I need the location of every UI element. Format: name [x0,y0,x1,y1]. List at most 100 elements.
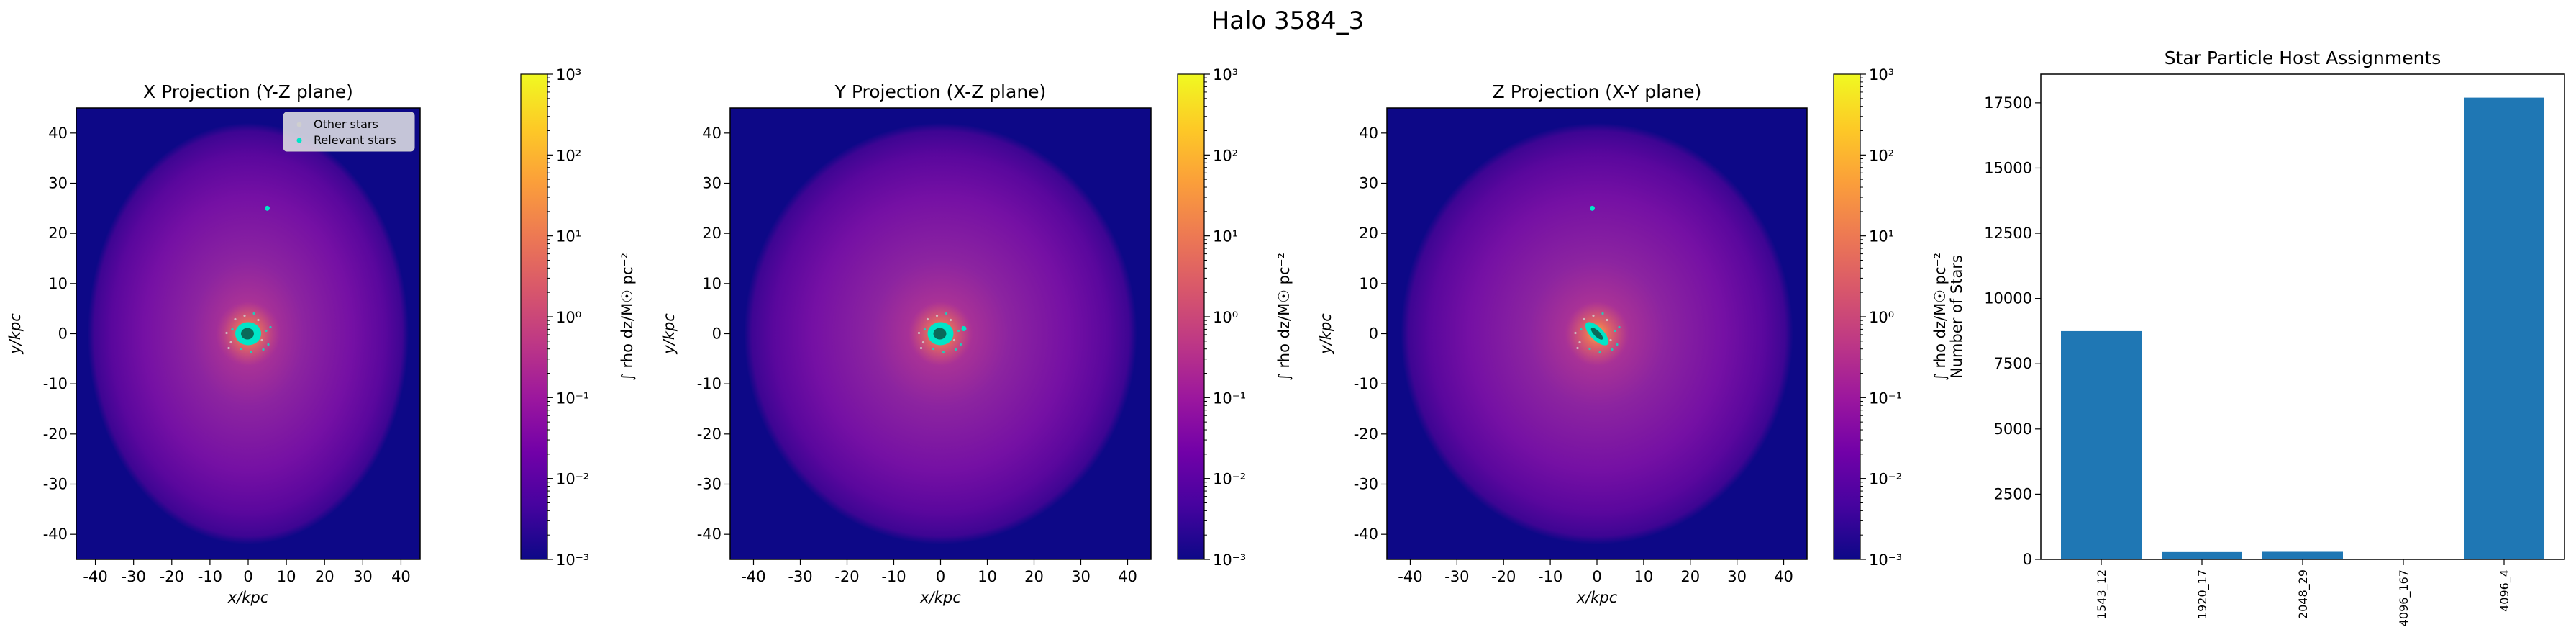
legend: Other stars Relevant stars [283,112,415,152]
x-tick-label: -40 [1398,568,1422,585]
x-tick-label: 4096_167 [2397,569,2411,626]
colorbar-tick-label: 10⁰ [556,309,581,326]
star-particle [250,351,252,354]
y-tick-label: -40 [1354,526,1378,543]
x-tick-label: 0 [1592,568,1601,585]
colorbar-label: ∫ rho dz/M☉ pc⁻² [1931,253,1949,381]
star-particle [945,312,948,315]
colorbar-tick-label: 10⁻³ [1869,551,1902,569]
colorbar-gradient [1177,73,1205,560]
x-tick-label: -30 [122,568,146,585]
panel-title: X Projection (Y-Z plane) [143,81,353,102]
relevant-stars [917,312,965,354]
relevant-stars-dense [933,328,947,340]
y-tick-label: -20 [1354,425,1378,443]
y-tick-label: 10 [48,275,68,292]
y-tick-label: -40 [697,526,722,543]
y-tick-label: 0 [1369,325,1378,343]
star-particle [225,331,228,335]
colorbar-tick-label: 10¹ [1213,228,1238,245]
star-particle [1601,312,1604,315]
y-tick-label: 2500 [1994,485,2032,502]
y-tick-label: 40 [1359,125,1378,142]
colorbar-gradient [520,73,548,560]
y-tick-label: -30 [43,476,68,493]
colorbar: 10⁻³ 10⁻² 10⁻¹ 10⁰ 10¹ 10² 10³ ∫ rho dz/M☉ pc⁻² [520,66,636,569]
star-particle [267,343,270,346]
x-tick-label: -30 [788,568,812,585]
x-tick-label: 4096_4 [2498,569,2512,612]
star-particle [1598,351,1601,354]
y-axis-label: Number of Stars [1948,255,1965,379]
x-tick-label: -10 [1538,568,1562,585]
bar-chart-panel: 1543_12 1920_17 2048_29 4096_167 4096_4 0 2500… [1948,48,2565,626]
x-tick-label: 20 [1680,568,1700,585]
y-tick-label: 0 [2023,551,2032,568]
x-axis-label: x/kpc [919,589,961,606]
colorbar-tick-label: 10² [556,147,581,164]
star-particle [919,346,923,350]
star-particle [234,317,237,321]
star-particle [1618,325,1621,329]
star-particle [1580,328,1583,331]
panel-title: Z Projection (X-Y plane) [1493,81,1702,102]
colorbar-tick-label: 10² [1213,147,1238,164]
y-tick-label: 20 [702,225,722,242]
y-tick-label: 10000 [1984,290,2032,307]
x-axis-label: x/kpc [227,589,269,606]
colorbar: 10⁻³ 10⁻² 10⁻¹ 10⁰ 10¹ 10² 10³ ∫ rho dz/M☉ pc⁻² [1177,66,1293,569]
star-particle [240,347,242,351]
star-particle [1588,347,1591,351]
y-tick-label: 40 [702,125,722,142]
star-particle [231,328,234,331]
y-tick-label: -20 [697,425,722,443]
star-particle [243,314,246,317]
axes-frame [2040,73,2565,560]
star-particle [1574,331,1577,335]
colorbar-tick-label: 10⁰ [1213,309,1238,326]
star-particle [1592,314,1595,317]
x-tick-label: 20 [315,568,334,585]
legend-label: Relevant stars [314,133,396,147]
x-tick-label: 30 [353,568,373,585]
y-tick-label: -40 [43,526,68,543]
x-tick-label: -30 [1444,568,1469,585]
colorbar-label: ∫ rho dz/M☉ pc⁻² [1275,253,1293,381]
panel-title: Star Particle Host Assignments [2165,48,2441,68]
x-tick-label: 20 [1024,568,1044,585]
star-particle [1611,348,1614,351]
y-tick-label: 15000 [1984,159,2032,176]
star-particle [926,317,929,321]
x-tick-label: -20 [834,568,859,585]
projection-panel-3: -40 -30 -20 -10 0 10 20 30 40 -40 -30 -20 -10 0 10 20 30… [1317,66,1949,606]
legend-label: Other stars [314,117,378,131]
colorbar-tick-label: 10³ [556,66,581,84]
colorbar-tick-label: 10⁻² [1213,471,1246,488]
figure-suptitle: Halo 3584_3 [1211,6,1365,35]
colorbar-tick-label: 10³ [1213,66,1238,84]
x-tick-label: -40 [741,568,765,585]
star-particle [923,328,927,331]
star-particle [952,338,956,342]
star-particle [1614,329,1616,333]
legend-box [283,112,415,152]
star-particle [252,312,255,315]
star-particle [269,325,272,329]
legend-marker [296,122,302,127]
y-tick-label: 20 [48,225,68,242]
x-tick-label: -40 [83,568,107,585]
colorbar-tick-label: 10² [1869,147,1894,164]
y-axis-label: y/kpc [660,313,678,355]
colorbar-tick-label: 10⁻³ [556,551,589,569]
star-particle [265,329,268,333]
x-tick-label: -20 [160,568,184,585]
legend-marker [296,138,302,143]
y-axis-label: y/kpc [1317,313,1334,355]
colorbar-tick-label: 10⁰ [1869,309,1894,326]
y-axis-label: y/kpc [6,313,24,355]
x-tick-label: 10 [1634,568,1654,585]
y-tick-label: 30 [702,175,722,192]
colorbar-tick-label: 10¹ [1869,228,1894,245]
star-particle [935,314,939,317]
